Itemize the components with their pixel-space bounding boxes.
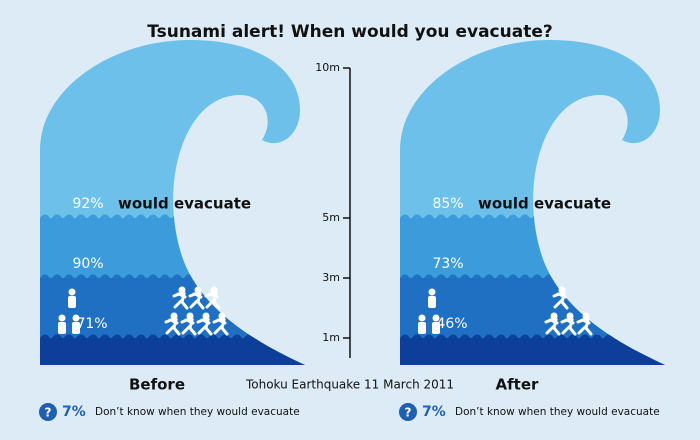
- unknown-label: Don’t know when they would evacuate: [455, 406, 660, 418]
- person-icon: [418, 314, 426, 322]
- person-icon: [428, 288, 436, 296]
- annotation: would evacuate: [478, 195, 611, 213]
- unknown-value: 7%: [62, 404, 86, 420]
- runner-icon: [202, 312, 210, 320]
- y-tick-label: 1m: [322, 331, 340, 344]
- runner-icon: [196, 318, 213, 336]
- person-icon: [428, 296, 436, 308]
- person-icon: [432, 314, 440, 322]
- runner-icon: [172, 292, 189, 310]
- y-tick-label: 5m: [322, 211, 340, 224]
- runner-icon: [576, 318, 593, 336]
- wave-band: [40, 338, 305, 365]
- runner-icon: [544, 318, 561, 336]
- person-icon: [432, 322, 440, 334]
- series-name: Before: [129, 376, 185, 394]
- runner-icon: [550, 312, 558, 320]
- y-tick-label: 3m: [322, 271, 340, 284]
- runner-icon: [558, 286, 566, 294]
- runner-icon: [188, 292, 205, 310]
- question-mark: ?: [405, 406, 412, 420]
- value-label: 73%: [432, 256, 463, 272]
- subtitle: Tohoku Earthquake 11 March 2011: [245, 378, 454, 392]
- runner-icon: [212, 318, 229, 336]
- runner-icon: [164, 318, 181, 336]
- person-icon: [68, 296, 76, 308]
- runner-icon: [170, 312, 178, 320]
- value-label: 85%: [432, 196, 463, 212]
- runner-icon: [218, 312, 226, 320]
- question-mark: ?: [45, 406, 52, 420]
- runner-icon: [560, 318, 577, 336]
- runner-icon: [210, 286, 218, 294]
- person-icon: [58, 314, 66, 322]
- unknown-label: Don’t know when they would evacuate: [95, 406, 300, 418]
- series-name: After: [496, 376, 539, 394]
- person-icon: [418, 322, 426, 334]
- runner-icon: [180, 318, 197, 336]
- person-icon: [68, 288, 76, 296]
- person-icon: [72, 322, 80, 334]
- runner-icon: [178, 286, 186, 294]
- runner-icon: [566, 312, 574, 320]
- runner-icon: [204, 292, 221, 310]
- title: Tsunami alert! When would you evacuate?: [147, 22, 552, 42]
- y-tick-label: 10m: [315, 61, 340, 74]
- runner-icon: [552, 292, 569, 310]
- value-label: 71%: [76, 316, 107, 332]
- value-label: 46%: [436, 316, 467, 332]
- question-icon: [399, 403, 417, 421]
- person-icon: [58, 322, 66, 334]
- runner-icon: [186, 312, 194, 320]
- person-icon: [72, 314, 80, 322]
- question-icon: [39, 403, 57, 421]
- wave-band: [400, 338, 665, 365]
- value-label: 90%: [72, 256, 103, 272]
- value-label: 92%: [72, 196, 103, 212]
- runner-icon: [582, 312, 590, 320]
- annotation: would evacuate: [118, 195, 251, 213]
- runner-icon: [194, 286, 202, 294]
- unknown-value: 7%: [422, 404, 446, 420]
